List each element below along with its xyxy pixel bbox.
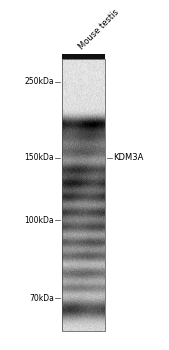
- Text: Mouse testis: Mouse testis: [77, 8, 121, 52]
- Text: 100kDa: 100kDa: [24, 216, 54, 225]
- Bar: [62, 54, 105, 58]
- Text: KDM3A: KDM3A: [113, 153, 143, 162]
- Text: 250kDa: 250kDa: [24, 77, 54, 86]
- Bar: [62, 58, 105, 331]
- Text: 70kDa: 70kDa: [29, 294, 54, 302]
- Text: 150kDa: 150kDa: [24, 153, 54, 162]
